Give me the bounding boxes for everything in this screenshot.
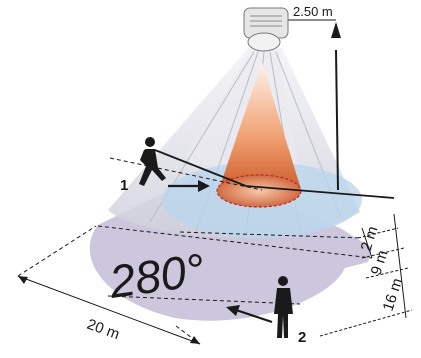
person-2-marker: 2	[298, 329, 306, 346]
outer-distance-label: 16 m	[380, 276, 406, 313]
arrow-to-zone	[226, 305, 273, 324]
middle-distance-label: 9 m	[368, 248, 392, 277]
dimension-lines-right	[319, 213, 413, 337]
arrow-to-core	[168, 180, 210, 192]
width-label: 20 m	[85, 316, 122, 343]
walking-person-icon	[139, 137, 166, 186]
mounting-height-label: 2.50 m	[293, 4, 333, 19]
motion-detector-icon	[243, 7, 289, 52]
inner-distance-label: 2 m	[358, 224, 382, 253]
dimension-lines-bottom	[17, 225, 201, 345]
core-cone	[220, 62, 300, 198]
ground-lines	[97, 49, 395, 305]
person-1-marker: 1	[120, 177, 128, 194]
standing-person-icon	[274, 276, 293, 338]
height-arrow-head	[331, 22, 341, 38]
